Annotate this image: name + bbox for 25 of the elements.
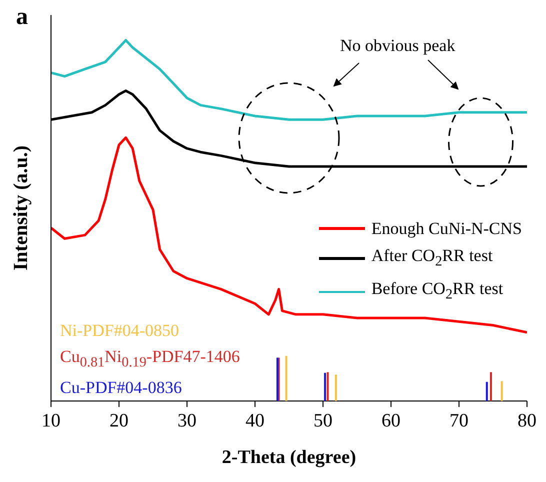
x-tick-label: 50 bbox=[314, 410, 332, 432]
bar bbox=[486, 382, 488, 401]
legend-label: After CO$_{2}$RR test bbox=[371, 245, 493, 272]
x-tick-label: 40 bbox=[246, 410, 264, 432]
x-axis-title: 2-Theta (degree) bbox=[222, 447, 356, 468]
bar bbox=[285, 356, 288, 401]
y-axis-title: Intensity (a.u.) bbox=[10, 145, 32, 271]
annotation: No obvious peak bbox=[340, 36, 456, 56]
text: a bbox=[16, 4, 28, 31]
text: Ni-PDF#04-0850 bbox=[60, 320, 180, 342]
bar bbox=[326, 372, 329, 401]
bar bbox=[324, 372, 326, 401]
bar bbox=[334, 374, 337, 401]
x-tick-label: 80 bbox=[518, 410, 536, 432]
text: Cu$_{0.81}$Ni$_{0.19}$-PDF47-1406 bbox=[60, 346, 240, 372]
bar bbox=[490, 372, 492, 401]
legend-label: Before CO$_{2}$RR test bbox=[371, 278, 504, 305]
text: Cu-PDF#04-0836 bbox=[60, 377, 183, 400]
bar bbox=[500, 381, 503, 401]
x-tick-label: 20 bbox=[110, 410, 128, 432]
x-tick-label: 70 bbox=[450, 410, 468, 432]
x-tick-label: 30 bbox=[178, 410, 196, 432]
x-tick-label: 10 bbox=[42, 410, 60, 432]
x-tick-label: 60 bbox=[382, 410, 400, 432]
legend-label: Enough CuNi-N-CNS bbox=[371, 218, 522, 240]
